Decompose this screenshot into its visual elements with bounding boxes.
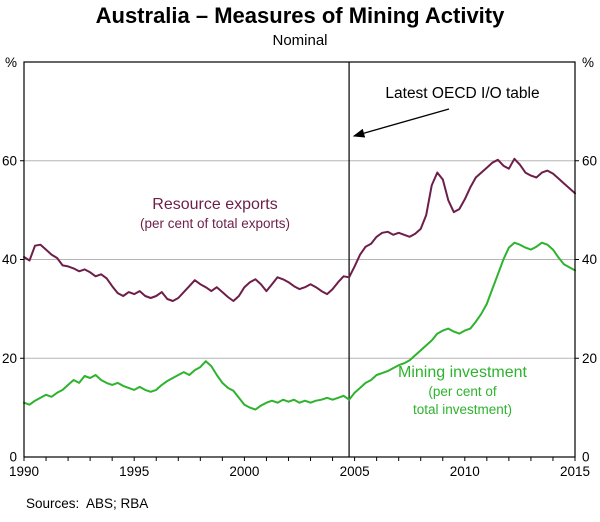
sources-note: Sources: ABS; RBA: [26, 496, 149, 511]
resource-exports-label: Resource exports (per cent of total expo…: [85, 194, 345, 233]
y-tick-label-right: 40: [582, 252, 597, 267]
chart-subtitle: Nominal: [272, 32, 328, 49]
y-unit-right: %: [582, 55, 594, 70]
y-unit-left: %: [5, 55, 17, 70]
chart-title: Australia – Measures of Mining Activity: [95, 3, 505, 28]
exports-line: [23, 157, 576, 302]
y-tick-label-left: 60: [2, 153, 17, 168]
y-tick-label-left: 40: [2, 252, 17, 267]
chart-area: 1990 1995 2000 2005 2010 2015 0 0 20 20 40 40 60 60%%…: [0, 52, 600, 484]
x-tick-label: 2005: [340, 464, 370, 479]
mining-investment-label: Mining investment (per cent of total inv…: [355, 362, 570, 419]
y-tick-label-right: 0: [582, 450, 590, 465]
mining-investment-label-line3: total investment): [412, 402, 513, 417]
mining-line: [23, 241, 576, 411]
mining-investment-label-line2: (per cent of: [428, 384, 497, 399]
x-tick-label: 2000: [229, 464, 259, 479]
y-tick-label-left: 20: [2, 351, 17, 366]
x-tick-label: 2015: [560, 464, 590, 479]
x-tick-label: 1990: [9, 464, 39, 479]
x-tick-label: 2010: [450, 464, 480, 479]
mining-investment-label-line1: Mining investment: [398, 364, 527, 381]
x-tick-label: 1995: [119, 464, 149, 479]
vline-annotation: Latest OECD I/O table: [385, 85, 540, 102]
y-tick-label-left: 0: [9, 450, 17, 465]
resource-exports-label-line2: (per cent of total exports): [139, 216, 291, 231]
annotation-arrow: [352, 108, 450, 138]
y-tick-label-right: 20: [582, 351, 597, 366]
resource-exports-label-line1: Resource exports: [152, 196, 278, 213]
y-tick-label-right: 60: [582, 153, 597, 168]
